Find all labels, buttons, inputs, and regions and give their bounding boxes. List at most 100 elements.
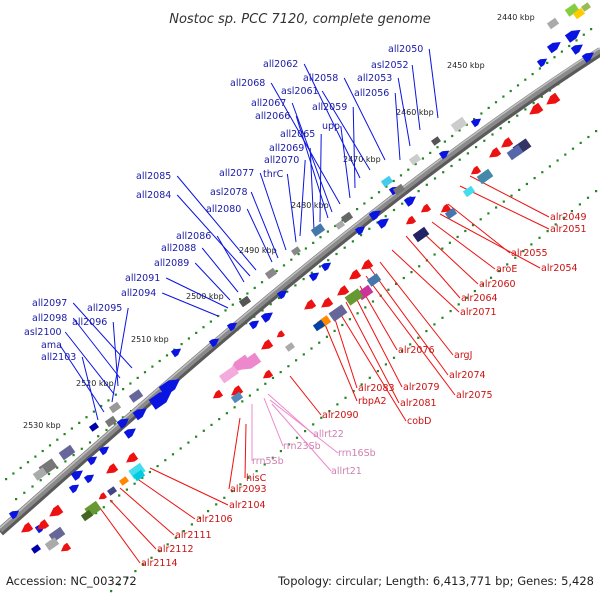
- gene-block: [32, 467, 48, 481]
- gene-label-forward: all2096: [72, 317, 107, 328]
- tick-dot-inner-lower: [141, 476, 144, 479]
- leader-line-forward: [112, 321, 119, 387]
- gene-block: [107, 486, 117, 496]
- tick-dot-outer-lower: [158, 550, 161, 553]
- forward-gene-arrow: [308, 272, 320, 282]
- tick-dot-inner-upper: [368, 227, 371, 230]
- gene-block: [48, 526, 66, 543]
- tick-dot-outer-lower: [182, 530, 185, 533]
- gene-label-forward: all2070: [264, 155, 299, 166]
- leader-line-forward: [81, 356, 99, 421]
- forward-gene-arrow: [83, 474, 95, 484]
- gene-label-forward: asl2100: [24, 327, 62, 338]
- tick-dot-outer: [70, 427, 73, 430]
- forward-gene-arrow: [208, 338, 220, 348]
- gene-block: [230, 391, 244, 404]
- gene-label-reverse: alr2051: [550, 224, 587, 235]
- tick-dot-inner-upper: [15, 498, 18, 501]
- forward-gene-arrow: [68, 484, 80, 494]
- tick-dot-outer-lower: [578, 203, 581, 206]
- tick-dot-outer: [538, 67, 541, 70]
- leader-line-forward: [319, 133, 322, 223]
- leader-line-reverse: [459, 185, 550, 230]
- tick-dot-outer-lower: [384, 363, 387, 366]
- tick-dot-outer: [260, 281, 264, 284]
- gene-block: [335, 220, 345, 230]
- tick-dot-outer: [158, 359, 161, 363]
- reverse-gene-arrow: [37, 519, 50, 530]
- reverse-gene-arrow: [321, 297, 334, 308]
- gene-label-forward: thrC: [263, 169, 284, 180]
- tick-dot-inner-upper: [524, 108, 527, 111]
- gene-label-forward: all2094: [121, 288, 156, 299]
- reverse-gene-arrow: [304, 299, 317, 310]
- forward-gene-arrow: [260, 312, 273, 323]
- tick-dot-outer: [239, 298, 242, 301]
- tick-dot-inner-upper: [64, 460, 67, 463]
- gene-label-reverse: alr2060: [479, 279, 516, 290]
- gene-label-reverse: alr2054: [541, 263, 578, 274]
- tick-dot-inner-lower: [587, 135, 590, 139]
- gene-label-forward: all2084: [136, 190, 171, 201]
- tick-dot-outer: [502, 95, 505, 98]
- forward-gene-arrow: [98, 446, 110, 456]
- gene-label-reverse: alr2112: [157, 544, 194, 555]
- tick-dot-outer-lower: [279, 450, 282, 453]
- gene-label-reverse: alr2079: [403, 382, 440, 393]
- tick-dot-outer: [180, 343, 183, 346]
- tick-dot-outer-lower: [304, 430, 307, 433]
- gene-block: [80, 509, 94, 522]
- tick-dot-inner-upper: [113, 422, 116, 425]
- tick-dot-inner-lower: [487, 212, 490, 215]
- leader-line-reverse: [149, 467, 229, 506]
- tick-dot-inner-lower: [410, 271, 413, 274]
- tick-dot-outer: [407, 168, 410, 171]
- gene-label-reverse: argJ: [454, 350, 472, 361]
- tick-dot-outer-lower: [595, 190, 598, 193]
- gene-labels: all2050 asl2052 all2053 all2056 all2058 asl20…: [24, 44, 587, 569]
- leader-line-forward: [428, 48, 439, 119]
- tick-dot-outer: [122, 388, 125, 391]
- reverse-gene-arrow: [501, 137, 514, 148]
- tick-dot-outer: [202, 326, 205, 329]
- gene-block: [366, 273, 382, 287]
- reverse-gene-arrow: [21, 522, 34, 533]
- kbp-mark-label: 2520 kbp: [76, 379, 114, 388]
- gene-label-reverse: alr2093: [230, 484, 267, 495]
- tick-dot-inner-upper: [277, 296, 281, 300]
- tick-dot-inner-lower: [325, 335, 328, 338]
- tick-dot-outer: [414, 163, 417, 166]
- tick-dot-outer: [297, 253, 300, 256]
- kbp-mark-label: 2480 kbp: [291, 201, 329, 210]
- gene-label-forward: all2077: [219, 168, 254, 179]
- forward-gene-arrow: [8, 510, 20, 520]
- tick-dot-inner-upper: [483, 139, 486, 142]
- tick-dot-inner-lower: [102, 506, 105, 509]
- forward-gene-arrow: [320, 262, 332, 272]
- gene-block: [285, 342, 295, 352]
- rna-gene-arrow: [229, 354, 251, 372]
- leader-line-forward: [162, 292, 219, 317]
- gene-label-forward: all2080: [206, 204, 241, 215]
- gene-block: [128, 462, 146, 480]
- tick-dot-outer: [553, 56, 556, 59]
- gene-block: [104, 415, 118, 428]
- tick-dot-outer: [451, 134, 454, 138]
- tick-dot-inner-lower: [118, 494, 121, 497]
- leader-line-forward: [394, 92, 401, 161]
- reverse-gene-arrow: [440, 203, 452, 213]
- tick-dot-inner-upper: [499, 127, 502, 130]
- tick-dot-outer-lower: [344, 396, 347, 399]
- gene-label-forward: all2089: [154, 258, 189, 269]
- tick-dot-inner-upper: [23, 491, 26, 494]
- leader-line-reverse: [447, 203, 511, 254]
- tick-dot-outer: [443, 140, 446, 143]
- tick-dot-inner-lower: [295, 359, 298, 362]
- forward-gene-arrow: [86, 456, 98, 466]
- leader-line-forward: [299, 159, 306, 237]
- tick-dot-outer-lower: [473, 290, 476, 293]
- genome-summary-text: Topology: circular; Length: 6,413,771 bp…: [277, 574, 594, 588]
- tick-dot-outer: [136, 376, 139, 379]
- tick-dot-outer-lower: [489, 276, 493, 279]
- tick-dot-inner-lower: [156, 465, 159, 468]
